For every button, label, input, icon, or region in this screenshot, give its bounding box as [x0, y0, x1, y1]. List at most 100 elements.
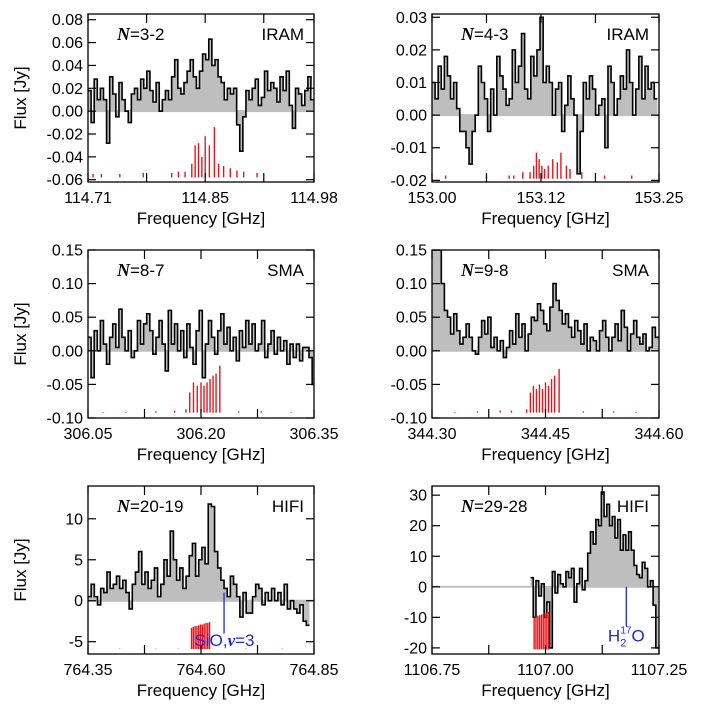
annotation-sub: 2 — [620, 638, 626, 650]
spectrum-fill — [432, 17, 658, 174]
transition-label: N=29-28 — [460, 496, 527, 516]
annotation-nu: v — [228, 631, 236, 650]
panel-n4-3: 153.00 153.12 153.25 -0.02 -0.01 0.00 0.01 0.02… — [391, 10, 684, 228]
blend-annotation: SiO,v=3 — [195, 631, 255, 650]
panel-n3-2: 114.71 114.85 114.98 -0.06 -0.04 -0.02 0.00 0.0… — [11, 12, 338, 228]
x-tick-label: 153.12 — [516, 190, 565, 207]
x-tick-label: 306.35 — [290, 426, 339, 443]
transition-symbol: N — [116, 260, 131, 280]
y-tick-label: 0.08 — [52, 12, 83, 29]
y-tick-label: 0.15 — [396, 243, 427, 260]
transition-value: =3-2 — [130, 25, 165, 44]
y-tick-label: 0.05 — [52, 310, 83, 327]
plot-frame — [431, 13, 660, 183]
plot-area — [88, 38, 314, 178]
x-tick-label: 764.85 — [290, 662, 339, 679]
x-tick-label: 153.25 — [635, 190, 684, 207]
x-axis-label: Frequency [GHz] — [137, 681, 266, 700]
panel-n20-19: 764.35 764.60 764.85 -5 0 5 10 Frequency [GHz] F… — [11, 485, 339, 700]
y-tick-label: -5 — [69, 634, 83, 651]
y-tick-label: 0.04 — [52, 58, 83, 75]
x-tick-label: 306.05 — [64, 426, 113, 443]
y-tick-label: 0.15 — [52, 243, 83, 260]
spectrum-line — [530, 491, 659, 649]
telescope-label: SMA — [612, 261, 650, 280]
transition-label: N=4-3 — [460, 24, 509, 44]
spectrum-fill — [88, 309, 314, 385]
x-axis-label: Frequency [GHz] — [137, 445, 266, 464]
y-tick-label: -0.02 — [391, 173, 428, 190]
y-tick-label: -0.05 — [391, 377, 428, 394]
spectrum-fill — [88, 39, 314, 152]
y-tick-label: 0.03 — [396, 10, 427, 27]
x-tick-label: 344.60 — [635, 426, 684, 443]
panel-n8-7: 306.05 306.20 306.35 -0.10 -0.05 0.00 0.05 0.10… — [11, 243, 339, 465]
y-tick-label: -0.05 — [47, 377, 84, 394]
y-axis-label: Flux [Jy] — [11, 302, 30, 365]
spectrum-line — [88, 503, 310, 627]
transition-symbol: N — [460, 496, 475, 516]
y-tick-label: 0.00 — [396, 343, 427, 360]
y-tick-label: 0.10 — [52, 276, 83, 293]
y-tick-label: 20 — [409, 518, 427, 535]
x-tick-label: 114.85 — [181, 190, 229, 207]
telescope-label: IRAM — [262, 25, 305, 44]
x-tick-label: 153.00 — [408, 190, 457, 207]
telescope-label: HIFI — [617, 497, 649, 516]
transition-symbol: N — [460, 24, 475, 44]
spectrum-line — [88, 38, 314, 152]
transition-value: =9-8 — [474, 261, 509, 280]
x-tick-label: 1106.75 — [404, 662, 461, 679]
x-axis-label: Frequency [GHz] — [137, 209, 266, 228]
telescope-label: HIFI — [272, 497, 304, 516]
annotation-sup: 17 — [620, 626, 632, 637]
y-tick-label: 10 — [409, 549, 427, 566]
y-tick-label: 0.10 — [396, 276, 427, 293]
y-tick-label: -0.10 — [47, 411, 84, 428]
transition-value: =20-19 — [130, 497, 183, 516]
y-tick-label: 0.02 — [52, 81, 83, 98]
transition-label: N=9-8 — [460, 260, 509, 280]
x-tick-label: 764.35 — [64, 662, 113, 679]
y-tick-label: -0.06 — [47, 172, 84, 189]
x-axis-label: Frequency [GHz] — [481, 681, 610, 700]
telescope-label: IRAM — [607, 25, 650, 44]
telescope-label: SMA — [267, 261, 305, 280]
y-axis-label: Flux [Jy] — [11, 66, 30, 129]
y-tick-label: 0.06 — [52, 35, 83, 52]
x-axis-label: Frequency [GHz] — [481, 445, 610, 464]
y-tick-label: 0.00 — [52, 343, 83, 360]
annotation-text: SiO, — [195, 631, 228, 650]
transition-value: =29-28 — [474, 497, 527, 516]
transition-symbol: N — [116, 496, 131, 516]
y-tick-label: 0.02 — [396, 42, 427, 59]
annotation-text: H — [608, 627, 620, 646]
y-tick-label: -0.02 — [47, 127, 84, 144]
plot-area — [432, 250, 659, 413]
plot-area — [88, 308, 314, 413]
x-tick-label: 114.98 — [290, 190, 338, 207]
y-tick-label: -20 — [404, 640, 427, 657]
transition-label: N=20-19 — [116, 496, 183, 516]
y-axis-label: Flux [Jy] — [11, 538, 30, 601]
x-tick-label: 114.71 — [64, 190, 112, 207]
x-tick-label: 1107.00 — [517, 662, 574, 679]
spectrum-line — [432, 250, 659, 359]
plot-area — [432, 491, 659, 650]
x-tick-label: 344.45 — [521, 426, 570, 443]
x-tick-label: 306.20 — [177, 426, 226, 443]
y-tick-label: 0.01 — [396, 75, 427, 92]
annotation-suffix: O — [631, 627, 644, 646]
panel-n29-28: 1106.75 1107.00 1107.25 -20 -10 0 10 20 30 Freque… — [404, 485, 687, 700]
annotation-suffix: =3 — [235, 631, 254, 650]
transition-value: =4-3 — [474, 25, 509, 44]
y-tick-label: 0 — [418, 579, 427, 596]
y-tick-label: 5 — [74, 552, 83, 569]
y-tick-label: -0.01 — [391, 140, 428, 157]
spectrum-fill — [530, 492, 659, 648]
transition-symbol: N — [460, 260, 475, 280]
transition-symbol: N — [116, 24, 131, 44]
x-tick-label: 344.30 — [408, 426, 457, 443]
y-tick-label: -0.04 — [47, 149, 84, 166]
